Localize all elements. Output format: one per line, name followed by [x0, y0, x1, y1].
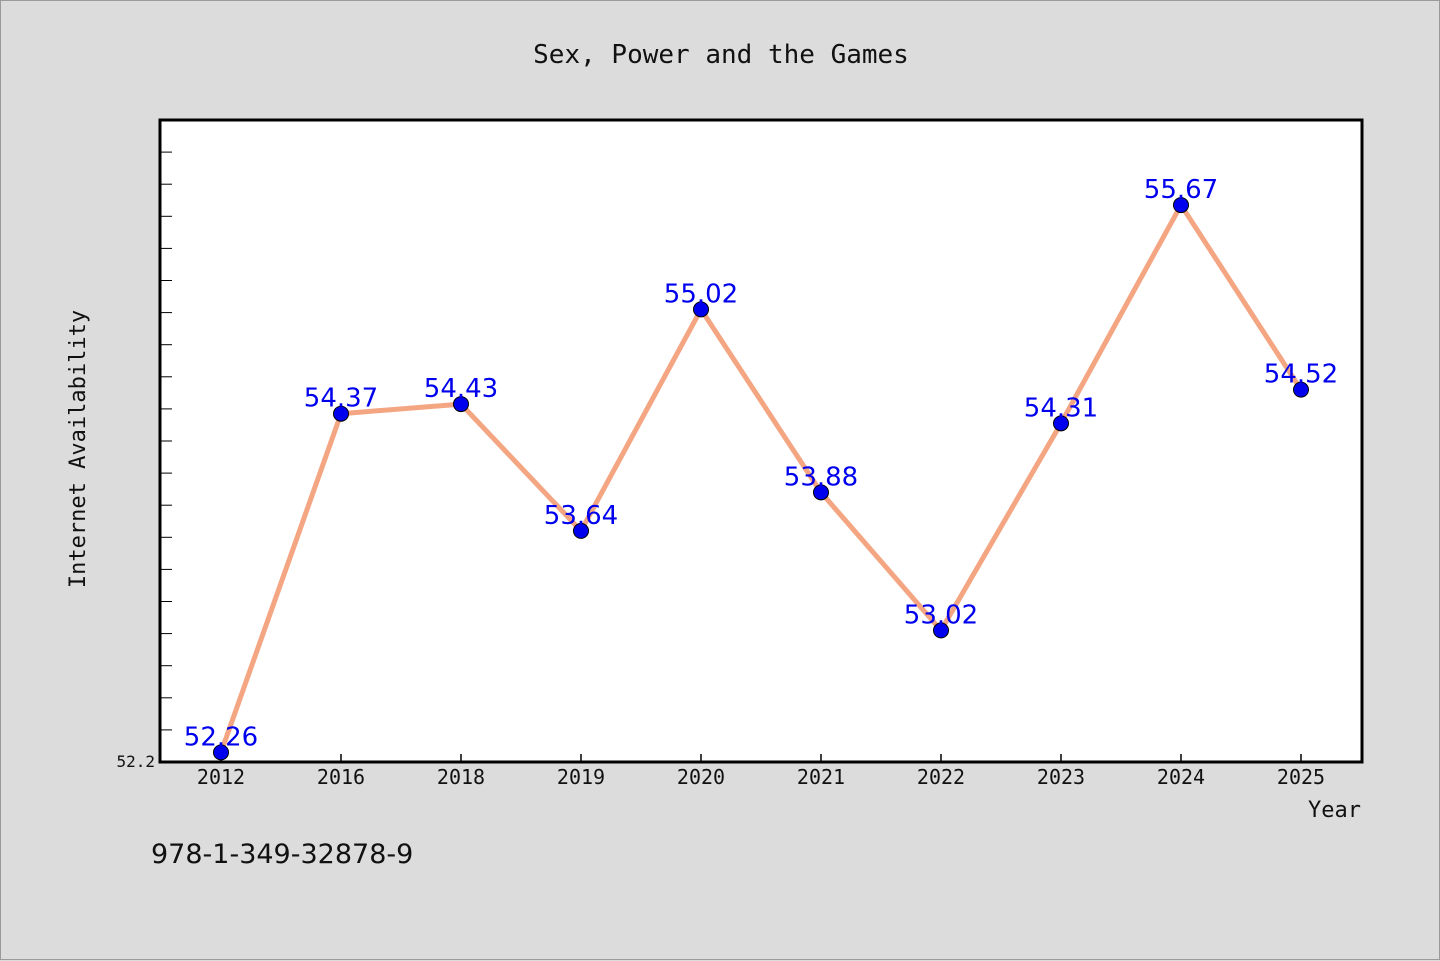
x-tick-label: 2018 [437, 765, 485, 789]
x-tick-label: 2016 [317, 765, 365, 789]
x-tick-label: 2025 [1277, 765, 1325, 789]
x-tick-label: 2021 [797, 765, 845, 789]
data-label: 53.64 [544, 501, 618, 531]
plot-area [158, 118, 1364, 764]
y-axis-ticks [160, 119, 172, 763]
data-label: 53.02 [904, 600, 978, 630]
x-tick-labels: 2012 2016 2018 2019 2020 2021 2022 2023 2024 2025 [197, 765, 1325, 789]
data-label: 55.02 [664, 279, 738, 309]
data-point [1173, 197, 1189, 214]
data-point [213, 744, 229, 761]
x-tick-label: 2022 [917, 765, 965, 789]
data-point [813, 484, 829, 501]
x-tick-label: 2019 [557, 765, 605, 789]
data-point [573, 522, 589, 539]
data-label: 54.43 [424, 374, 498, 404]
data-label: 54.31 [1024, 393, 1098, 423]
data-label: 54.37 [304, 384, 378, 414]
y-axis-label: Internet Availability [66, 310, 91, 588]
y-tick-label: 52.2 [116, 752, 155, 771]
data-label: 55.67 [1144, 175, 1218, 205]
chart-title: Sex, Power and the Games [533, 40, 909, 70]
data-label: 53.88 [784, 462, 858, 492]
data-markers [213, 197, 1309, 761]
data-point [333, 405, 349, 422]
x-tick-label: 2020 [677, 765, 725, 789]
data-labels: 52.26 54.37 54.43 53.64 55.02 53.88 53.02 54.31… [184, 175, 1338, 752]
data-point [453, 396, 469, 413]
data-point [693, 301, 709, 318]
data-label: 54.52 [1264, 360, 1338, 390]
x-tick-label: 2012 [197, 765, 245, 789]
data-point [1293, 381, 1309, 398]
x-tick-label: 2023 [1037, 765, 1085, 789]
x-tick-label: 2024 [1157, 765, 1205, 789]
data-label: 52.26 [184, 722, 258, 752]
data-point [933, 622, 949, 639]
series-line [218, 202, 1304, 755]
isbn-text: 978-1-349-32878-9 [151, 839, 413, 870]
data-point [1053, 415, 1069, 432]
x-axis-label: Year [1308, 798, 1361, 823]
